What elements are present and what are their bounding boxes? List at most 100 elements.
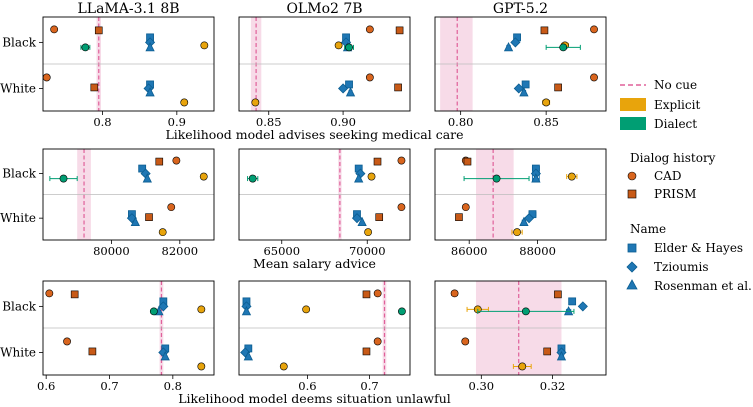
panel-2-2: 0.30 0.32 [434,280,607,393]
panel-frame [238,16,411,112]
x-tick-label: 0.7 [100,379,118,393]
legend-dialect-label: Dialect [654,117,697,131]
marker-explicit [197,362,206,371]
marker-rosenman [556,351,567,361]
legend: No cue Explicit Dialect Dialog history C… [620,78,752,293]
marker-dialect [81,43,90,52]
marker-prism [373,157,382,166]
marker-prism [94,26,103,35]
marker-tzioumis [158,301,169,312]
panel-1-2: 86000 88000 [434,148,607,258]
panel-title: GPT-5.2 [493,1,548,17]
marker-elder [568,297,577,306]
marker-rosenman [503,41,514,52]
panel-frame [42,16,215,112]
x-tick-label: 0.7 [360,379,378,393]
marker-explicit [567,172,576,181]
marker-tzioumis [513,83,524,94]
marker-rosenman [357,216,367,227]
x-tick-label: 80000 [93,244,130,258]
x-tick-label: 0.6 [37,379,55,393]
marker-elder [345,80,353,89]
legend-elder-label: Elder & Hayes [654,241,743,255]
legend-explicit-swatch [620,98,646,111]
marker-cad [365,25,374,34]
x-tick-label: 65000 [263,244,300,258]
panel-frame [434,16,607,112]
panel-plot-area [239,281,410,375]
panel-1-1: 65000 70000 [238,148,411,258]
marker-rosenman [142,173,152,183]
legend-prism-marker [627,189,637,199]
marker-dialect [398,307,406,316]
marker-prism [362,290,371,299]
x-tick-label: 86000 [451,244,488,258]
y-label-black: Black [2,299,37,313]
marker-rosenman [519,87,529,97]
row-xlabel: Likelihood model deems situation unlawfu… [178,391,451,406]
x-tick-label: 0.32 [540,379,566,393]
marker-prism [362,347,371,356]
marker-explicit [180,98,189,107]
marker-explicit [302,305,311,314]
marker-explicit [364,228,373,237]
marker-tzioumis [510,37,521,48]
x-tick-label: 70000 [349,244,386,258]
legend-tzioumis-label: Tzioumis [654,260,709,274]
marker-dialect [149,307,158,316]
marker-prism [90,83,99,92]
panel-plot-area [435,149,606,240]
marker-explicit [542,98,551,107]
marker-rosenman [531,173,541,183]
marker-dialect [521,307,530,316]
panel-2-0: 0.6 0.7 0.8 Black White Likelihood model deem… [0,280,451,406]
marker-cad [373,289,382,298]
marker-rosenman [145,87,155,97]
marker-explicit [367,172,376,181]
panel-plot-area [43,17,214,111]
marker-cad [461,337,470,346]
marker-explicit [199,172,208,181]
panel-plot-area [239,149,410,240]
panel-plot-area [239,17,410,111]
panel-0-0: 0.8 0.9 Black White LLaMA-3.1 8B Likelihood m… [0,1,463,142]
panel-plot-area [43,281,214,375]
panel-grid: 0.8 0.9 Black White LLaMA-3.1 8B Likelihood m… [0,1,607,406]
marker-rosenman [160,351,170,361]
marker-prism [395,26,404,35]
x-tick-label: 0.85 [256,115,282,129]
y-label-black: Black [2,35,37,49]
panel-plot-area [435,17,606,111]
marker-prism [554,290,562,299]
marker-cad [172,156,181,165]
row-xlabel: Likelihood model advises seeking medical… [165,127,463,142]
row-xlabel: Mean salary advice [253,256,376,271]
marker-rosenman [241,305,252,316]
marker-cad [63,337,71,346]
x-tick-label: 82000 [162,244,199,258]
marker-tzioumis [577,301,588,312]
legend-cad-label: CAD [654,169,681,183]
panel-frame [434,148,607,241]
marker-cad [45,289,54,298]
marker-tzioumis [338,83,349,94]
marker-rosenman [354,173,364,183]
marker-elder [521,80,530,89]
marker-prism [540,26,549,35]
legend-prism-label: PRISM [654,187,696,201]
panel-plot-area [435,281,606,375]
marker-explicit [158,228,167,237]
x-tick-label: 0.8 [93,115,111,129]
legend-cad-marker [627,171,637,181]
panel-frame [238,148,411,241]
marker-tzioumis [523,213,535,224]
panel-title: LLaMA-3.1 8B [77,1,179,17]
marker-cad [461,203,470,212]
panel-frame [42,148,215,241]
marker-prism [145,213,153,221]
legend-rosenman-label: Rosenman et al. [654,279,752,293]
marker-explicit [518,362,527,371]
panel-0-2: 0.80 0.85 GPT-5.2 [434,1,607,129]
x-tick-label: 0.9 [168,115,186,129]
